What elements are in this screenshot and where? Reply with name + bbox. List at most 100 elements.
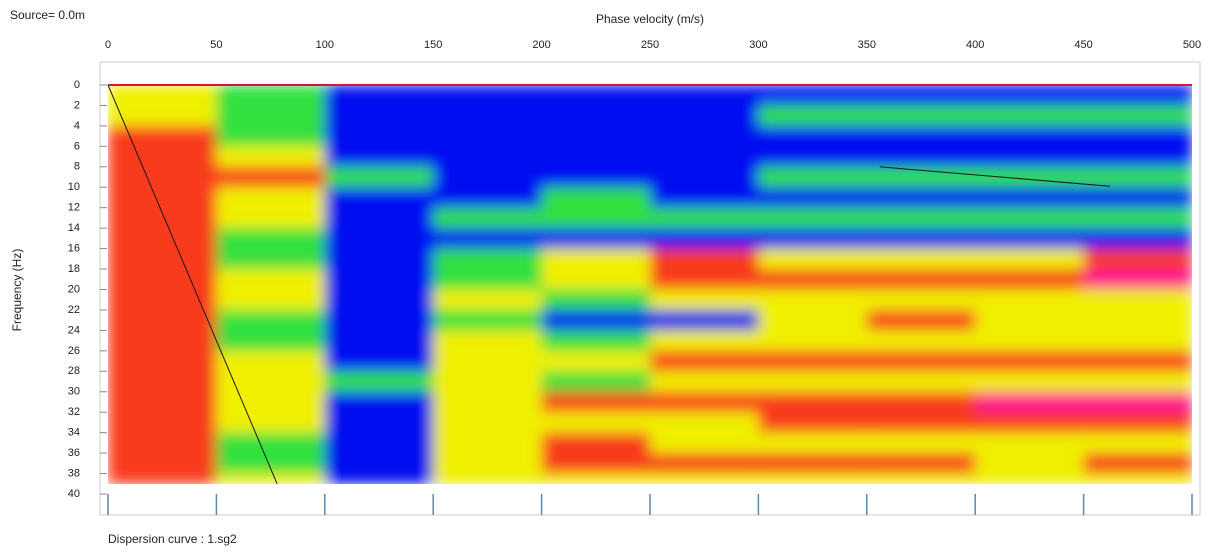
heat-cell xyxy=(1084,187,1193,208)
heat-cell xyxy=(108,146,217,167)
heat-cell xyxy=(758,187,867,208)
heat-cell xyxy=(216,187,325,208)
heat-cell xyxy=(433,290,542,311)
heat-cell xyxy=(216,105,325,126)
heat-cell xyxy=(758,371,867,392)
heat-cell xyxy=(542,126,651,147)
heat-cell xyxy=(867,187,976,208)
heat-cell xyxy=(325,433,434,454)
heat-cell xyxy=(867,208,976,229)
heat-cell xyxy=(650,290,759,311)
heat-cell xyxy=(758,474,867,485)
heat-cell xyxy=(325,105,434,126)
heat-cell xyxy=(975,249,1084,270)
heat-cell xyxy=(433,187,542,208)
heat-cell xyxy=(650,412,759,433)
heat-cell xyxy=(975,269,1084,290)
heat-cell xyxy=(1084,371,1193,392)
heatmap xyxy=(108,85,1193,484)
y-tick-label: 18 xyxy=(68,263,80,275)
heat-cell xyxy=(542,412,651,433)
heat-cell xyxy=(433,392,542,413)
heat-cell xyxy=(108,290,217,311)
y-tick-label: 16 xyxy=(68,243,80,255)
heat-cell xyxy=(1084,85,1193,106)
heat-cell xyxy=(650,126,759,147)
heat-cell xyxy=(867,433,976,454)
heat-cell xyxy=(650,371,759,392)
heat-cell xyxy=(758,167,867,188)
heat-cell xyxy=(650,105,759,126)
y-tick-label: 26 xyxy=(68,345,80,357)
heat-cell xyxy=(108,351,217,372)
heat-cell xyxy=(650,474,759,485)
heat-cell xyxy=(867,474,976,485)
heat-cell xyxy=(216,310,325,331)
heat-cell xyxy=(1084,474,1193,485)
heat-cell xyxy=(542,208,651,229)
y-tick-label: 24 xyxy=(68,324,80,336)
heat-cell xyxy=(867,290,976,311)
heat-cell xyxy=(216,453,325,474)
heat-cell xyxy=(975,146,1084,167)
heat-cell xyxy=(325,249,434,270)
heat-cell xyxy=(975,167,1084,188)
heat-cell xyxy=(542,269,651,290)
heat-cell xyxy=(325,146,434,167)
heat-cell xyxy=(542,474,651,485)
heat-cell xyxy=(216,228,325,249)
heat-cell xyxy=(433,371,542,392)
heat-cell xyxy=(650,330,759,351)
heat-cell xyxy=(542,453,651,474)
y-tick-label: 22 xyxy=(68,304,80,316)
heat-cell xyxy=(325,392,434,413)
heat-cell xyxy=(758,269,867,290)
y-tick-label: 32 xyxy=(68,406,80,418)
heat-cell xyxy=(433,167,542,188)
heat-cell xyxy=(867,330,976,351)
heat-cell xyxy=(758,208,867,229)
heat-cell xyxy=(433,412,542,433)
heat-cell xyxy=(108,310,217,331)
heat-cell xyxy=(433,453,542,474)
heat-cell xyxy=(542,330,651,351)
heat-cell xyxy=(325,412,434,433)
heat-cell xyxy=(542,433,651,454)
x-tick-label: 300 xyxy=(749,39,767,51)
heat-cell xyxy=(108,433,217,454)
heat-cell xyxy=(108,208,217,229)
heat-cell xyxy=(975,412,1084,433)
heat-cell xyxy=(975,330,1084,351)
heat-cell xyxy=(1084,269,1193,290)
heat-cell xyxy=(975,208,1084,229)
heat-cell xyxy=(758,351,867,372)
heat-cell xyxy=(1084,310,1193,331)
heat-cell xyxy=(433,228,542,249)
heat-cell xyxy=(1084,392,1193,413)
heat-cell xyxy=(867,126,976,147)
heat-cell xyxy=(867,228,976,249)
heat-cell xyxy=(1084,351,1193,372)
heat-cell xyxy=(325,269,434,290)
heat-cell xyxy=(975,433,1084,454)
heat-cell xyxy=(650,310,759,331)
y-tick-label: 34 xyxy=(68,427,80,439)
heat-cell xyxy=(325,126,434,147)
heat-cell xyxy=(650,269,759,290)
heat-cell xyxy=(867,146,976,167)
heat-cell xyxy=(867,392,976,413)
heat-cell xyxy=(433,85,542,106)
heat-cell xyxy=(975,187,1084,208)
heat-cell xyxy=(650,249,759,270)
y-tick-label: 4 xyxy=(74,120,80,132)
x-tick-label: 500 xyxy=(1183,39,1201,51)
heat-cell xyxy=(1084,453,1193,474)
x-tick-label: 450 xyxy=(1074,39,1092,51)
heat-cell xyxy=(108,412,217,433)
heat-cell xyxy=(758,290,867,311)
heat-cell xyxy=(216,249,325,270)
heat-cell xyxy=(1084,412,1193,433)
y-tick-label: 2 xyxy=(74,99,80,111)
heat-cell xyxy=(433,208,542,229)
heat-cell xyxy=(867,105,976,126)
